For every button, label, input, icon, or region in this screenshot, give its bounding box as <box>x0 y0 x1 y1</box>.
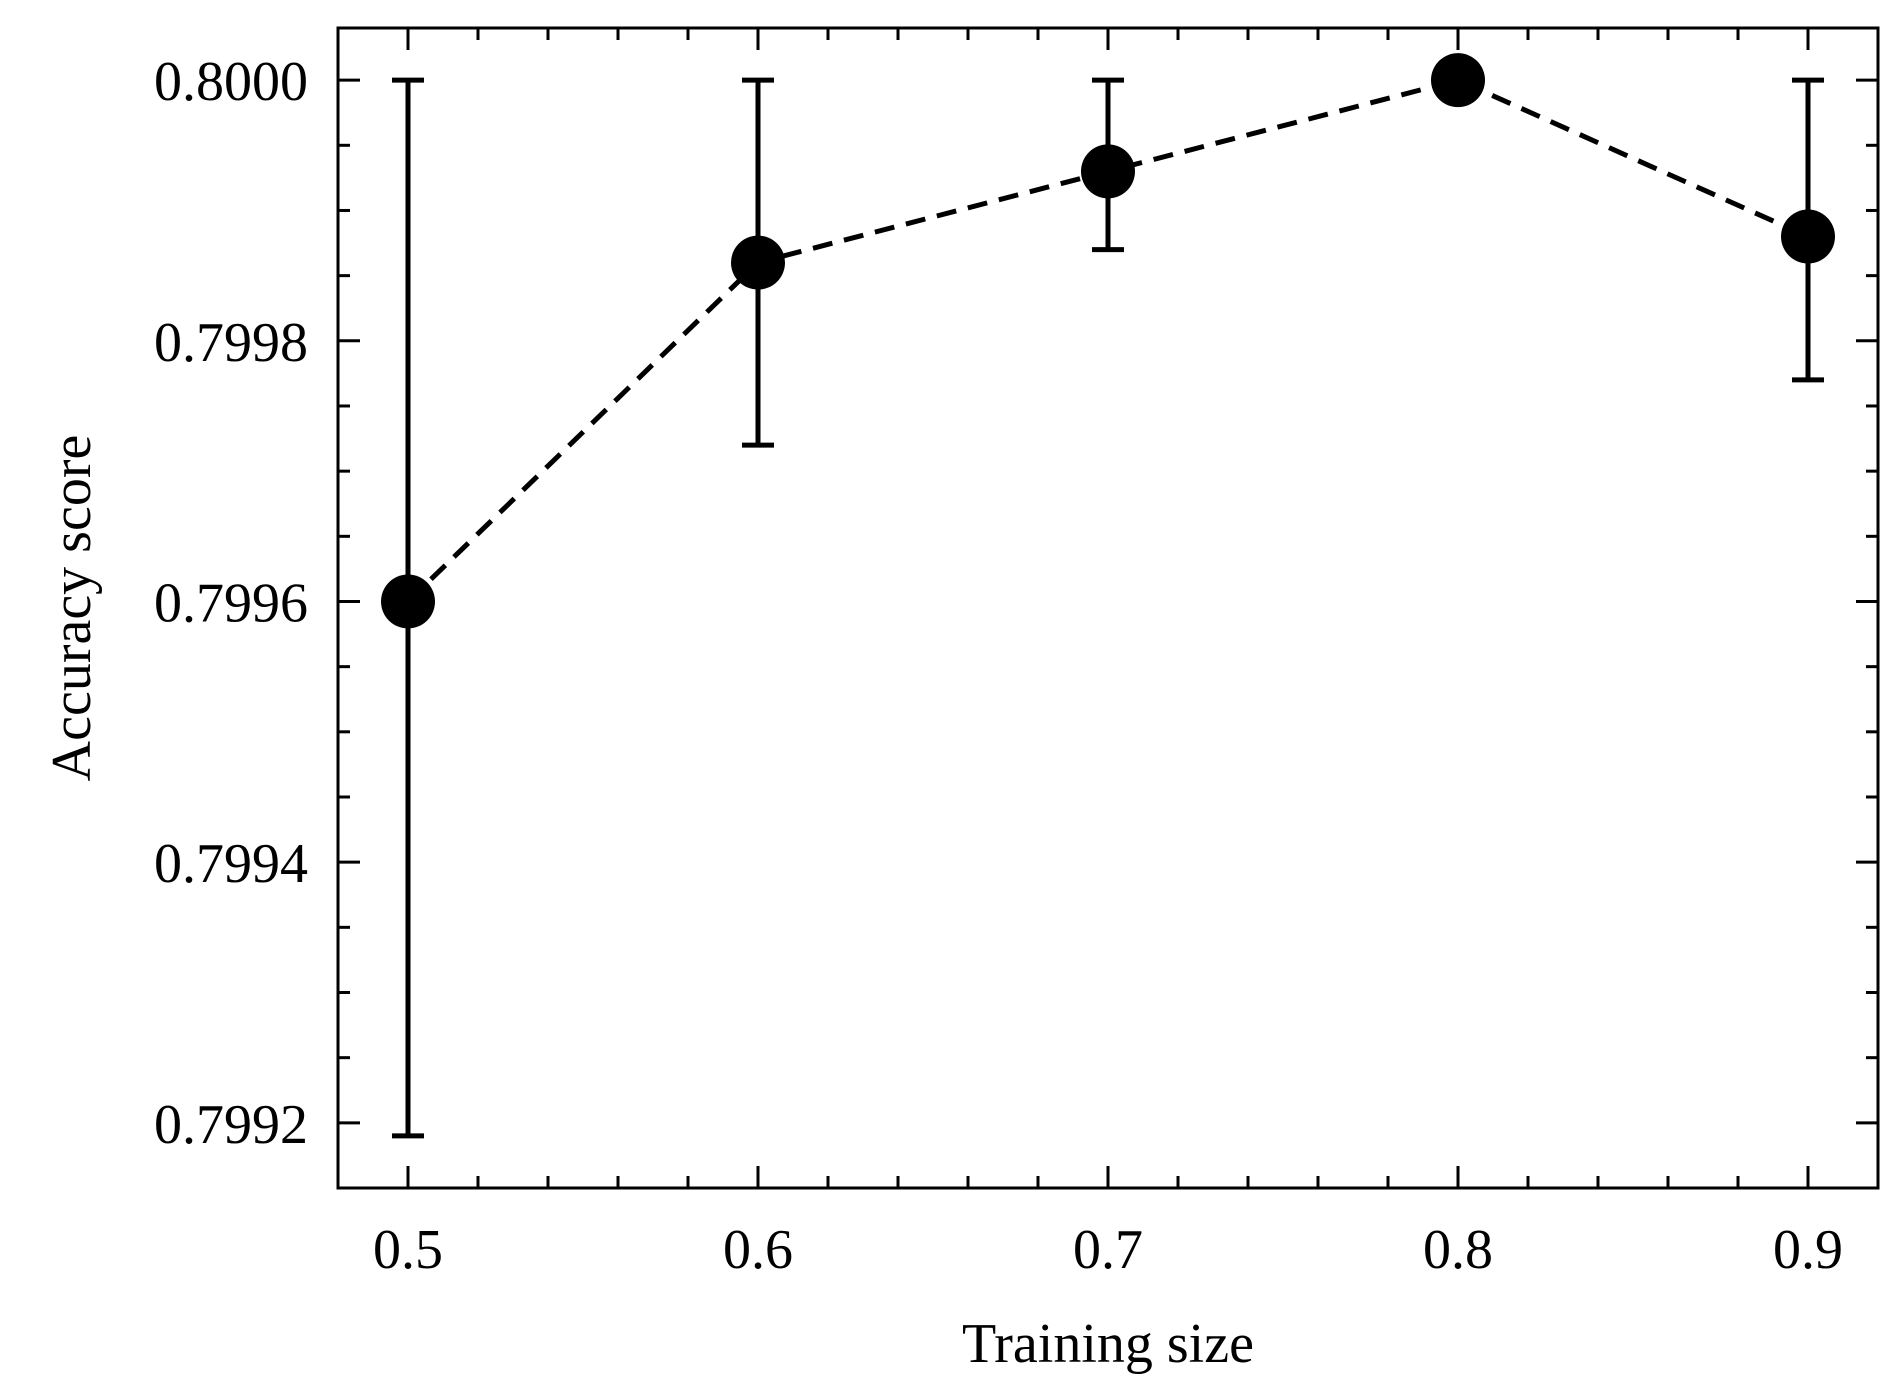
x-tick-label: 0.7 <box>1073 1219 1143 1281</box>
y-axis-label: Accuracy score <box>41 435 103 782</box>
x-tick-label: 0.8 <box>1423 1219 1493 1281</box>
x-axis-label: Training size <box>962 1313 1254 1375</box>
y-tick-label: 0.7994 <box>154 833 308 895</box>
plot-area: 0.5 0.6 0.7 0.8 0.9 0.7992 0.7994 0.7996 0.7998 0… <box>154 26 1880 1281</box>
x-tick-label: 0.6 <box>723 1219 793 1281</box>
data-point <box>381 574 435 629</box>
y-tick-label: 0.7998 <box>154 312 308 374</box>
x-tick-label: 0.5 <box>373 1219 443 1281</box>
y-tick-label: 0.7996 <box>154 572 308 634</box>
x-tick-label: 0.9 <box>1773 1219 1843 1281</box>
y-tick-label: 0.8000 <box>154 51 308 113</box>
y-tick-label: 0.7992 <box>154 1094 308 1156</box>
data-point <box>1431 53 1485 108</box>
data-point <box>1081 144 1135 199</box>
data-point <box>1781 209 1835 264</box>
data-point <box>731 235 785 290</box>
